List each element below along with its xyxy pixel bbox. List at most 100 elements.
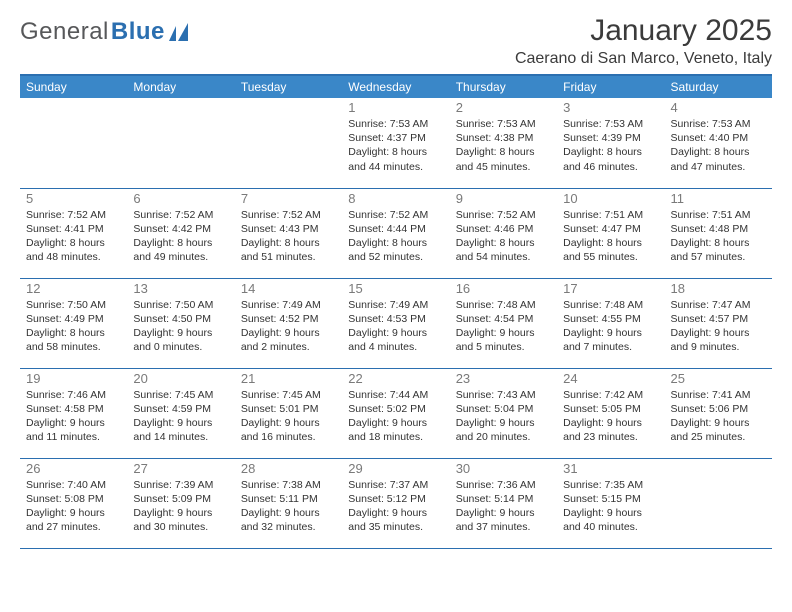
- day-info: Sunrise: 7:39 AMSunset: 5:09 PMDaylight:…: [133, 478, 228, 535]
- day-info: Sunrise: 7:52 AMSunset: 4:44 PMDaylight:…: [348, 208, 443, 265]
- day-info: Sunrise: 7:47 AMSunset: 4:57 PMDaylight:…: [671, 298, 766, 355]
- calendar-day-cell: 1 Sunrise: 7:53 AMSunset: 4:37 PMDaylight…: [342, 98, 449, 188]
- calendar-day-cell: 16 Sunrise: 7:48 AMSunset: 4:54 PMDayligh…: [450, 278, 557, 368]
- calendar-body: 1 Sunrise: 7:53 AMSunset: 4:37 PMDaylight…: [20, 98, 772, 548]
- calendar-day-cell: 27 Sunrise: 7:39 AMSunset: 5:09 PMDayligh…: [127, 458, 234, 548]
- calendar-day-cell: 5 Sunrise: 7:52 AMSunset: 4:41 PMDaylight…: [20, 188, 127, 278]
- weekday-header: Friday: [557, 75, 664, 98]
- day-number: 13: [133, 281, 228, 296]
- calendar-day-cell: 17Sunrise: 7:48 AMSunset: 4:55 PMDayligh…: [557, 278, 664, 368]
- day-info: Sunrise: 7:53 AMSunset: 4:40 PMDaylight:…: [671, 117, 766, 174]
- calendar-empty-cell: [235, 98, 342, 188]
- calendar-week-row: 19Sunrise: 7:46 AMSunset: 4:58 PMDayligh…: [20, 368, 772, 458]
- calendar-day-cell: 11 Sunrise: 7:51 AMSunset: 4:48 PMDayligh…: [665, 188, 772, 278]
- calendar-day-cell: 14 Sunrise: 7:49 AMSunset: 4:52 PMDayligh…: [235, 278, 342, 368]
- day-info: Sunrise: 7:45 AMSunset: 5:01 PMDaylight:…: [241, 388, 336, 445]
- calendar-day-cell: 30Sunrise: 7:36 AMSunset: 5:14 PMDayligh…: [450, 458, 557, 548]
- weekday-header: Wednesday: [342, 75, 449, 98]
- day-info: Sunrise: 7:38 AMSunset: 5:11 PMDaylight:…: [241, 478, 336, 535]
- day-number: 7: [241, 191, 336, 206]
- day-number: 9: [456, 191, 551, 206]
- day-info: Sunrise: 7:49 AMSunset: 4:53 PMDaylight:…: [348, 298, 443, 355]
- calendar-week-row: 12Sunrise: 7:50 AMSunset: 4:49 PMDayligh…: [20, 278, 772, 368]
- calendar-day-cell: 26 Sunrise: 7:40 AMSunset: 5:08 PMDayligh…: [20, 458, 127, 548]
- day-number: 27: [133, 461, 228, 476]
- calendar-day-cell: 3Sunrise: 7:53 AMSunset: 4:39 PMDaylight…: [557, 98, 664, 188]
- day-info: Sunrise: 7:52 AMSunset: 4:41 PMDaylight:…: [26, 208, 121, 265]
- day-info: Sunrise: 7:42 AMSunset: 5:05 PMDaylight:…: [563, 388, 658, 445]
- calendar-day-cell: 23 Sunrise: 7:43 AMSunset: 5:04 PMDayligh…: [450, 368, 557, 458]
- day-number: 24: [563, 371, 658, 386]
- day-info: Sunrise: 7:41 AMSunset: 5:06 PMDaylight:…: [671, 388, 766, 445]
- day-info: Sunrise: 7:43 AMSunset: 5:04 PMDaylight:…: [456, 388, 551, 445]
- day-number: 26: [26, 461, 121, 476]
- header: GeneralBlue January 2025 Caerano di San …: [20, 14, 772, 68]
- calendar-day-cell: 21 Sunrise: 7:45 AMSunset: 5:01 PMDayligh…: [235, 368, 342, 458]
- calendar-day-cell: 12Sunrise: 7:50 AMSunset: 4:49 PMDayligh…: [20, 278, 127, 368]
- day-number: 22: [348, 371, 443, 386]
- calendar-day-cell: 15 Sunrise: 7:49 AMSunset: 4:53 PMDayligh…: [342, 278, 449, 368]
- weekday-header: Monday: [127, 75, 234, 98]
- calendar-table: SundayMondayTuesdayWednesdayThursdayFrid…: [20, 74, 772, 549]
- calendar-day-cell: 6 Sunrise: 7:52 AMSunset: 4:42 PMDaylight…: [127, 188, 234, 278]
- day-info: Sunrise: 7:52 AMSunset: 4:42 PMDaylight:…: [133, 208, 228, 265]
- day-number: 25: [671, 371, 766, 386]
- day-number: 8: [348, 191, 443, 206]
- day-number: 23: [456, 371, 551, 386]
- day-info: Sunrise: 7:51 AMSunset: 4:48 PMDaylight:…: [671, 208, 766, 265]
- day-number: 4: [671, 100, 766, 115]
- day-number: 18: [671, 281, 766, 296]
- day-info: Sunrise: 7:48 AMSunset: 4:54 PMDaylight:…: [456, 298, 551, 355]
- day-info: Sunrise: 7:40 AMSunset: 5:08 PMDaylight:…: [26, 478, 121, 535]
- calendar-day-cell: 29Sunrise: 7:37 AMSunset: 5:12 PMDayligh…: [342, 458, 449, 548]
- calendar-day-cell: 20Sunrise: 7:45 AMSunset: 4:59 PMDayligh…: [127, 368, 234, 458]
- calendar-empty-cell: [127, 98, 234, 188]
- day-number: 6: [133, 191, 228, 206]
- month-title: January 2025: [515, 14, 772, 48]
- calendar-day-cell: 2Sunrise: 7:53 AMSunset: 4:38 PMDaylight…: [450, 98, 557, 188]
- day-number: 29: [348, 461, 443, 476]
- calendar-day-cell: 9 Sunrise: 7:52 AMSunset: 4:46 PMDaylight…: [450, 188, 557, 278]
- day-info: Sunrise: 7:35 AMSunset: 5:15 PMDaylight:…: [563, 478, 658, 535]
- calendar-day-cell: 19Sunrise: 7:46 AMSunset: 4:58 PMDayligh…: [20, 368, 127, 458]
- logo-sail-icon: [169, 23, 191, 41]
- day-info: Sunrise: 7:49 AMSunset: 4:52 PMDaylight:…: [241, 298, 336, 355]
- day-info: Sunrise: 7:52 AMSunset: 4:46 PMDaylight:…: [456, 208, 551, 265]
- day-number: 15: [348, 281, 443, 296]
- day-number: 30: [456, 461, 551, 476]
- title-block: January 2025 Caerano di San Marco, Venet…: [515, 14, 772, 68]
- day-info: Sunrise: 7:50 AMSunset: 4:50 PMDaylight:…: [133, 298, 228, 355]
- day-info: Sunrise: 7:52 AMSunset: 4:43 PMDaylight:…: [241, 208, 336, 265]
- day-info: Sunrise: 7:48 AMSunset: 4:55 PMDaylight:…: [563, 298, 658, 355]
- day-info: Sunrise: 7:51 AMSunset: 4:47 PMDaylight:…: [563, 208, 658, 265]
- calendar-day-cell: 8 Sunrise: 7:52 AMSunset: 4:44 PMDaylight…: [342, 188, 449, 278]
- calendar-empty-cell: [665, 458, 772, 548]
- day-number: 2: [456, 100, 551, 115]
- day-number: 16: [456, 281, 551, 296]
- weekday-header: Tuesday: [235, 75, 342, 98]
- day-number: 19: [26, 371, 121, 386]
- calendar-day-cell: 10 Sunrise: 7:51 AMSunset: 4:47 PMDayligh…: [557, 188, 664, 278]
- day-number: 10: [563, 191, 658, 206]
- day-info: Sunrise: 7:44 AMSunset: 5:02 PMDaylight:…: [348, 388, 443, 445]
- weekday-header: Sunday: [20, 75, 127, 98]
- day-number: 5: [26, 191, 121, 206]
- day-number: 11: [671, 191, 766, 206]
- calendar-day-cell: 18 Sunrise: 7:47 AMSunset: 4:57 PMDayligh…: [665, 278, 772, 368]
- logo: GeneralBlue: [20, 14, 191, 46]
- location: Caerano di San Marco, Veneto, Italy: [515, 50, 772, 68]
- calendar-day-cell: 4 Sunrise: 7:53 AMSunset: 4:40 PMDaylight…: [665, 98, 772, 188]
- day-info: Sunrise: 7:45 AMSunset: 4:59 PMDaylight:…: [133, 388, 228, 445]
- calendar-empty-cell: [20, 98, 127, 188]
- calendar-week-row: 5 Sunrise: 7:52 AMSunset: 4:41 PMDaylight…: [20, 188, 772, 278]
- day-info: Sunrise: 7:53 AMSunset: 4:37 PMDaylight:…: [348, 117, 443, 174]
- weekday-header: Saturday: [665, 75, 772, 98]
- calendar-day-cell: 24 Sunrise: 7:42 AMSunset: 5:05 PMDayligh…: [557, 368, 664, 458]
- calendar-day-cell: 13 Sunrise: 7:50 AMSunset: 4:50 PMDayligh…: [127, 278, 234, 368]
- calendar-week-row: 26 Sunrise: 7:40 AMSunset: 5:08 PMDayligh…: [20, 458, 772, 548]
- day-number: 1: [348, 100, 443, 115]
- calendar-week-row: 1 Sunrise: 7:53 AMSunset: 4:37 PMDaylight…: [20, 98, 772, 188]
- day-number: 21: [241, 371, 336, 386]
- day-number: 14: [241, 281, 336, 296]
- calendar-day-cell: 22 Sunrise: 7:44 AMSunset: 5:02 PMDayligh…: [342, 368, 449, 458]
